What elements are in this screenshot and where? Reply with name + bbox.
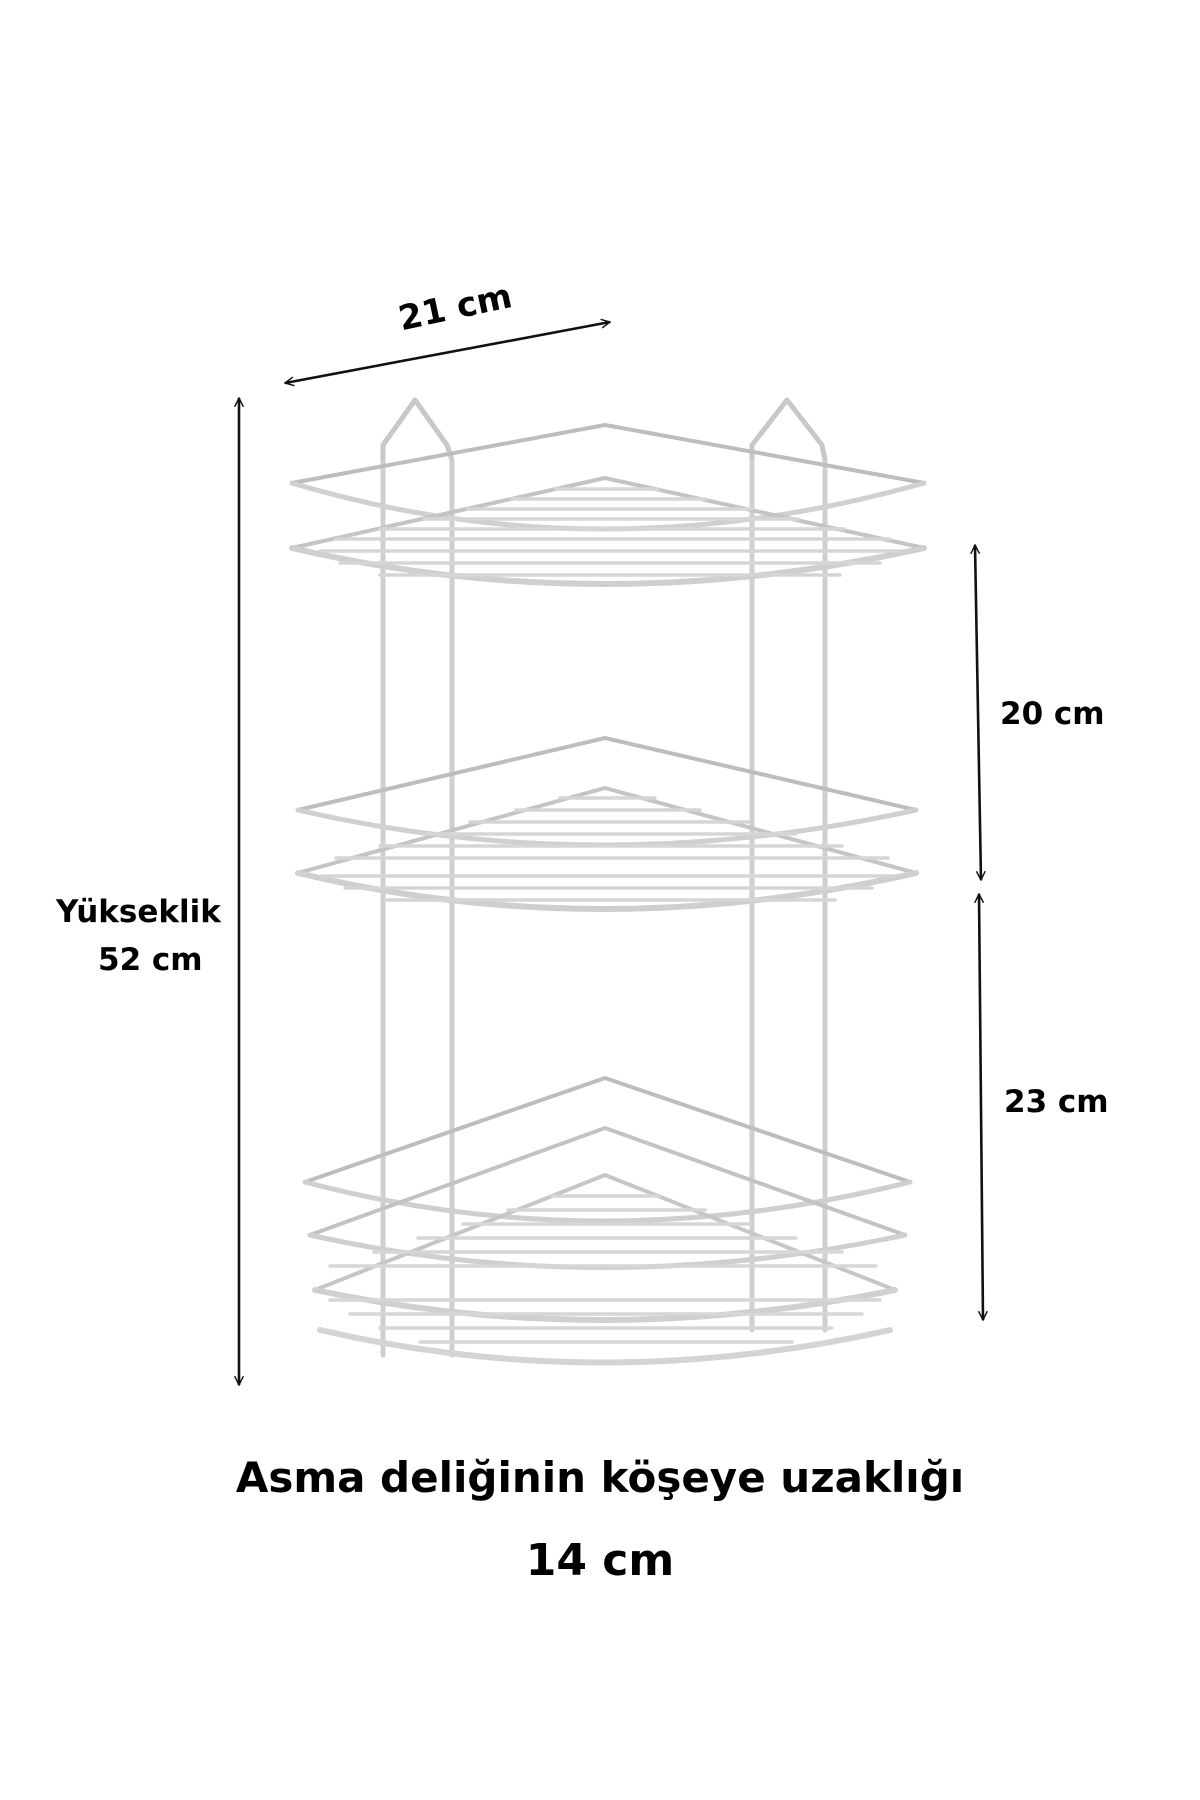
- bottom-gap-arrow: [979, 894, 983, 1320]
- rack-posts: [380, 457, 828, 1358]
- height-label-title: Yükseklik: [56, 894, 221, 930]
- height-label-value: 52 cm: [98, 942, 203, 978]
- top-shelf-gap-label: 20 cm: [1000, 696, 1105, 732]
- top-gap-arrow: [975, 545, 981, 880]
- shelf-middle: [295, 736, 919, 912]
- shelf-bottom-basket: [302, 1076, 913, 1366]
- dimension-arrows: [239, 322, 983, 1385]
- bottom-shelf-gap-label: 23 cm: [1004, 1084, 1109, 1120]
- hook-right: [749, 397, 828, 461]
- caption-hook-distance-title: Asma deliğinin köşeye uzaklığı: [235, 1453, 965, 1502]
- height-label: Yükseklik 52 cm: [56, 888, 221, 984]
- hook-left: [380, 397, 455, 461]
- width-arrow: [285, 322, 610, 383]
- caption-hook-distance-value: 14 cm: [525, 1535, 675, 1586]
- shelf-top: [289, 423, 927, 587]
